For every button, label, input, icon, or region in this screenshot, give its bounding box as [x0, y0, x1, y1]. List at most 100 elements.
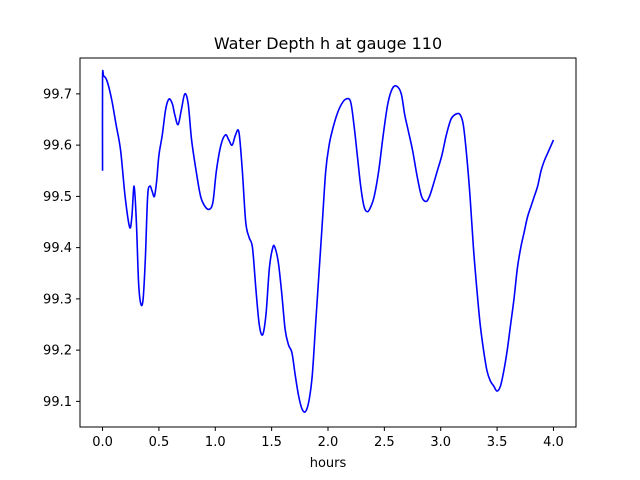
- data-point: [238, 132, 240, 134]
- data-point: [520, 247, 522, 249]
- x-tick-label: 4.0: [543, 435, 564, 450]
- data-point: [281, 293, 283, 295]
- data-point: [350, 101, 352, 103]
- data-point: [533, 196, 535, 198]
- data-point: [269, 267, 271, 269]
- data-point: [209, 208, 211, 210]
- data-point: [462, 124, 464, 126]
- data-point: [187, 103, 189, 105]
- plot-area: [79, 57, 577, 428]
- data-point: [151, 190, 153, 192]
- data-point: [325, 170, 327, 172]
- series-layer: [101, 69, 555, 413]
- data-point: [476, 288, 478, 290]
- data-point: [252, 247, 254, 249]
- x-tick-label: 3.0: [430, 435, 451, 450]
- data-point: [191, 139, 193, 141]
- data-point: [258, 324, 260, 326]
- data-point: [235, 134, 237, 136]
- data-point: [200, 196, 202, 198]
- data-point: [328, 144, 330, 146]
- data-point: [486, 370, 488, 372]
- data-point: [301, 408, 303, 410]
- y-tick-label: 99.6: [43, 139, 72, 154]
- data-point: [412, 149, 414, 151]
- data-point: [295, 375, 297, 377]
- data-point: [367, 211, 369, 213]
- data-point: [220, 144, 222, 146]
- data-point: [496, 390, 498, 392]
- data-point: [432, 185, 434, 187]
- data-point: [131, 216, 133, 218]
- data-point: [357, 155, 359, 157]
- data-point: [212, 201, 214, 203]
- y-axis: 99.1 99.2 99.3 99.4 99.5 99.6 99.7: [43, 87, 80, 410]
- y-tick-label: 99.3: [43, 292, 72, 307]
- chart-title: Water Depth h at gauge 110: [214, 34, 442, 53]
- data-point: [473, 247, 475, 249]
- data-point: [341, 103, 343, 105]
- data-point: [216, 170, 218, 172]
- data-point: [172, 103, 174, 105]
- data-point: [262, 334, 264, 336]
- data-point: [298, 395, 300, 397]
- data-point: [149, 185, 151, 187]
- data-point: [225, 134, 227, 136]
- data-point: [308, 401, 310, 403]
- data-point: [363, 206, 365, 208]
- data-point: [404, 114, 406, 116]
- data-point: [459, 114, 461, 116]
- data-point: [360, 185, 362, 187]
- data-point: [248, 237, 250, 239]
- data-point: [493, 385, 495, 387]
- data-point: [503, 370, 505, 372]
- data-point: [336, 114, 338, 116]
- data-point: [204, 206, 206, 208]
- x-tick-label: 1.0: [205, 435, 226, 450]
- data-point: [407, 129, 409, 131]
- data-point: [124, 196, 126, 198]
- data-point: [305, 411, 307, 413]
- data-point: [547, 152, 549, 154]
- data-point: [133, 185, 135, 187]
- data-point: [421, 196, 423, 198]
- data-point: [450, 119, 452, 121]
- data-point: [530, 206, 532, 208]
- data-point: [441, 155, 443, 157]
- y-tick-label: 99.1: [43, 395, 72, 410]
- data-point: [506, 349, 508, 351]
- data-point: [284, 329, 286, 331]
- data-point: [136, 221, 138, 223]
- data-point: [195, 170, 197, 172]
- x-axis: 0.0 0.5 1.0 1.5 2.0 2.5 3.0 3.5 4.0: [92, 427, 564, 450]
- data-point: [500, 385, 502, 387]
- data-point: [322, 221, 324, 223]
- data-point: [425, 201, 427, 203]
- data-point: [140, 303, 142, 305]
- data-point: [490, 380, 492, 382]
- data-point: [311, 375, 313, 377]
- data-point: [553, 139, 555, 141]
- data-point: [120, 149, 122, 151]
- data-point: [523, 231, 525, 233]
- data-point: [242, 170, 244, 172]
- x-tick-label: 3.5: [487, 435, 508, 450]
- x-tick-label: 2.0: [318, 435, 339, 450]
- data-point: [544, 160, 546, 162]
- data-point: [161, 134, 163, 136]
- data-point: [177, 124, 179, 126]
- data-point: [517, 267, 519, 269]
- data-point: [103, 75, 105, 77]
- data-point: [228, 139, 230, 141]
- data-point: [245, 221, 247, 223]
- data-point: [332, 129, 334, 131]
- x-tick-label: 2.5: [374, 435, 395, 450]
- data-point: [318, 272, 320, 274]
- data-point: [255, 288, 257, 290]
- series-line-0: [101, 69, 555, 413]
- data-point: [102, 78, 104, 80]
- data-point: [142, 298, 144, 300]
- data-point: [288, 344, 290, 346]
- data-point: [278, 262, 280, 264]
